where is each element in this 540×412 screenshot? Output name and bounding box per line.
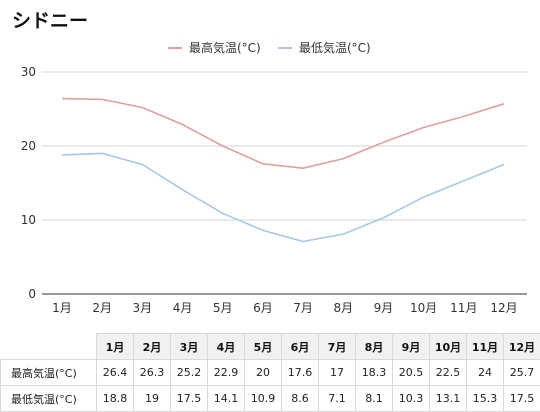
- legend-label: 最低気温(°C): [299, 40, 371, 55]
- series-lines: [61, 97, 505, 242]
- table-cell: 20.5: [393, 360, 430, 386]
- data-point: [302, 167, 304, 169]
- x-tick-label: 1月: [52, 301, 72, 315]
- x-tick-label: 11月: [450, 301, 477, 315]
- data-point: [463, 180, 465, 182]
- x-tick-label: 12月: [490, 301, 517, 315]
- data-point: [262, 163, 264, 165]
- table-header-cell: 10月: [430, 334, 467, 360]
- table-header-cell: 8月: [356, 334, 393, 360]
- table-cell: 17: [319, 360, 356, 386]
- data-point: [382, 217, 384, 219]
- data-point: [422, 126, 424, 128]
- table-cell: 17.5: [171, 386, 208, 412]
- data-point: [222, 212, 224, 214]
- table-header-cell: 3月: [171, 334, 208, 360]
- table-cell: 26.4: [97, 360, 134, 386]
- y-tick-label: 30: [21, 65, 36, 79]
- data-point: [463, 115, 465, 117]
- legend-label: 最高気温(°C): [189, 40, 261, 55]
- data-point: [503, 163, 505, 165]
- x-tick-label: 3月: [133, 301, 153, 315]
- data-point: [181, 188, 183, 190]
- x-tick-label: 6月: [253, 301, 273, 315]
- table-cell: 25.7: [504, 360, 540, 386]
- legend: 最高気温(°C) 最低気温(°C): [168, 40, 371, 55]
- y-tick-label: 0: [28, 287, 36, 301]
- table-cell: 13.1: [430, 386, 467, 412]
- table-corner: [1, 334, 97, 360]
- table-cell: 17.5: [504, 386, 540, 412]
- table-cell: 19: [134, 386, 171, 412]
- data-point: [222, 145, 224, 147]
- table-header-cell: 11月: [467, 334, 504, 360]
- data-point: [342, 233, 344, 235]
- series-line-max: [62, 99, 504, 169]
- x-tick-label: 8月: [333, 301, 353, 315]
- x-axis: 1月 2月 3月 4月 5月 6月 7月 8月 9月 10月 11月 12月: [52, 301, 517, 315]
- data-point: [302, 240, 304, 242]
- table-cell: 24: [467, 360, 504, 386]
- data-point: [101, 152, 103, 154]
- x-tick-label: 5月: [213, 301, 233, 315]
- table-cell: 15.3: [467, 386, 504, 412]
- x-tick-label: 7月: [293, 301, 313, 315]
- table-header-cell: 6月: [282, 334, 319, 360]
- table-cell: 10.3: [393, 386, 430, 412]
- table-row-label: 最高気温(°C): [1, 360, 97, 386]
- data-point: [342, 157, 344, 159]
- table-header-cell: 2月: [134, 334, 171, 360]
- x-tick-label: 4月: [173, 301, 193, 315]
- table-cell: 14.1: [208, 386, 245, 412]
- data-point: [503, 103, 505, 105]
- y-axis: 0 10 20 30: [21, 65, 36, 301]
- grid: [42, 72, 527, 294]
- table-header-cell: 7月: [319, 334, 356, 360]
- table-header-cell: 1月: [97, 334, 134, 360]
- table-header-cell: 12月: [504, 334, 540, 360]
- table-cell: 18.3: [356, 360, 393, 386]
- data-point: [262, 229, 264, 231]
- table-header-cell: 4月: [208, 334, 245, 360]
- table-cell: 8.6: [282, 386, 319, 412]
- data-point: [101, 98, 103, 100]
- table-header-cell: 9月: [393, 334, 430, 360]
- table-header-cell: 5月: [245, 334, 282, 360]
- table-row-label: 最低気温(°C): [1, 386, 97, 412]
- data-point: [61, 97, 63, 99]
- table-cell: 25.2: [171, 360, 208, 386]
- line-chart: 最高気温(°C) 最低気温(°C) 0 10 20 30 1月 2月 3月 4月 5月 6月 7月 8…: [0, 0, 540, 333]
- data-point: [141, 106, 143, 108]
- x-tick-label: 2月: [92, 301, 112, 315]
- table-cell: 22.5: [430, 360, 467, 386]
- y-tick-label: 20: [21, 139, 36, 153]
- data-point: [382, 141, 384, 143]
- data-point: [61, 154, 63, 156]
- table-cell: 26.3: [134, 360, 171, 386]
- table-cell: 17.6: [282, 360, 319, 386]
- x-tick-label: 9月: [374, 301, 394, 315]
- data-point: [141, 163, 143, 165]
- data-point: [422, 196, 424, 198]
- data-point: [181, 123, 183, 125]
- table-cell: 20: [245, 360, 282, 386]
- table-cell: 7.1: [319, 386, 356, 412]
- table-cell: 10.9: [245, 386, 282, 412]
- y-tick-label: 10: [21, 213, 36, 227]
- x-tick-label: 10月: [410, 301, 437, 315]
- table-cell: 22.9: [208, 360, 245, 386]
- table-cell: 8.1: [356, 386, 393, 412]
- table-cell: 18.8: [97, 386, 134, 412]
